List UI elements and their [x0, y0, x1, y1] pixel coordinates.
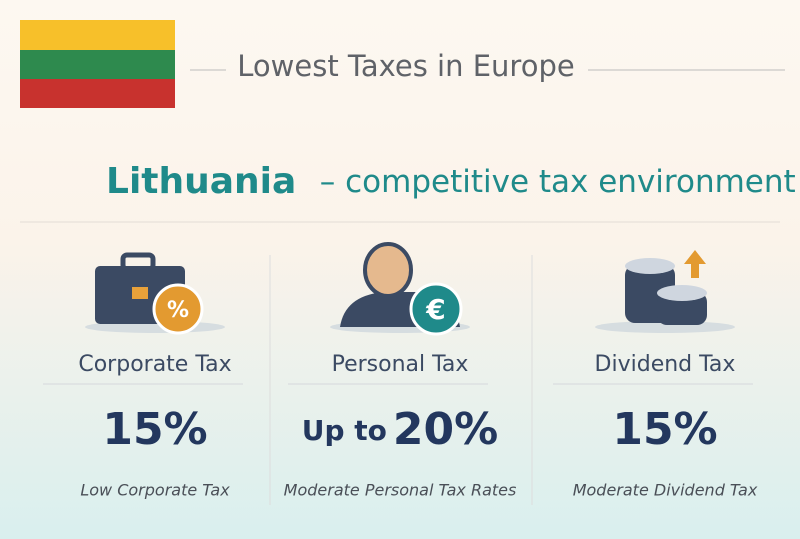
card-value: 15% — [102, 404, 207, 455]
value: 20% — [393, 404, 498, 455]
card-value: 15% — [612, 404, 717, 455]
subtitle: Lithuania – competitive tax environment — [106, 161, 796, 202]
card-value: Up to 20% — [302, 404, 498, 455]
card-caption: Moderate Personal Tax Rates — [284, 481, 517, 500]
card-title: Corporate Tax — [78, 352, 231, 377]
card-caption: Moderate Dividend Tax — [573, 481, 758, 500]
svg-text:€: € — [425, 293, 445, 326]
card-caption: Low Corporate Tax — [80, 481, 230, 500]
value-prefix: Up to — [302, 414, 387, 447]
value: 15% — [102, 404, 207, 455]
value: 15% — [612, 404, 717, 455]
svg-text:%: % — [167, 298, 189, 323]
title: Lowest Taxes in Europe — [237, 49, 574, 83]
flag — [20, 20, 175, 108]
card-title: Dividend Tax — [595, 352, 736, 377]
coins-icon — [595, 250, 735, 333]
card-title: Personal Tax — [332, 352, 469, 377]
briefcase-icon: % — [85, 252, 225, 335]
person-icon: € — [330, 242, 470, 336]
